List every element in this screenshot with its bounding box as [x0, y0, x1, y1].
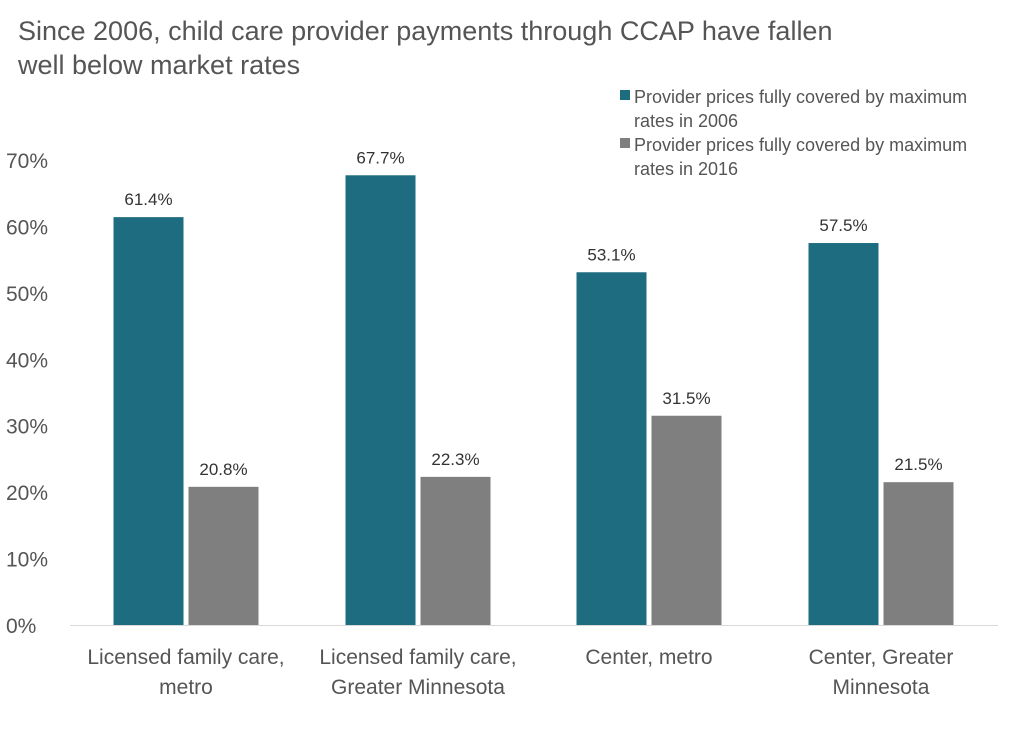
bar-series-1 — [113, 217, 184, 625]
data-label: 31.5% — [662, 389, 710, 408]
y-axis: 0% 10% 20% 30% 40% 50% 60% 70% — [6, 150, 48, 638]
data-label: 61.4% — [124, 190, 172, 209]
category-label: Minnesota — [833, 676, 930, 699]
bar-series-1 — [808, 243, 879, 626]
category-label: Center, Greater — [809, 646, 954, 669]
data-label: 22.3% — [431, 450, 479, 469]
data-label: 21.5% — [894, 455, 942, 474]
bar-series-2 — [188, 486, 259, 625]
y-tick-label: 70% — [6, 150, 48, 173]
data-label: 20.8% — [199, 460, 247, 479]
bar-series-2 — [420, 476, 491, 625]
legend-swatch — [620, 90, 630, 100]
category-label: metro — [159, 676, 213, 699]
y-tick-label: 30% — [6, 416, 48, 439]
category-label: Licensed family care, — [319, 646, 516, 669]
y-tick-label: 10% — [6, 549, 48, 572]
data-label: 67.7% — [356, 148, 404, 167]
bar-series-1 — [576, 272, 647, 625]
bars: 61.4% 67.7% 53.1% 57.5% 20.8% 22.3% 31.5% 21.5% — [113, 148, 954, 626]
legend: Provider prices fully covered by maximum… — [620, 87, 967, 179]
legend-swatch — [620, 138, 630, 148]
bar-series-2 — [883, 482, 954, 625]
legend-label: rates in 2016 — [634, 159, 738, 179]
legend-label: Provider prices fully covered by maximum — [634, 135, 967, 155]
chart-title: Since 2006, child care provider payments… — [18, 16, 833, 80]
bar-series-2 — [651, 415, 722, 625]
category-label: Licensed family care, — [87, 646, 284, 669]
bar-series-1 — [345, 175, 416, 625]
data-label: 53.1% — [587, 245, 635, 264]
y-tick-label: 0% — [6, 615, 36, 638]
data-label: 57.5% — [819, 216, 867, 235]
legend-label: rates in 2006 — [634, 111, 738, 131]
y-tick-label: 20% — [6, 482, 48, 505]
y-tick-label: 60% — [6, 216, 48, 239]
category-label: Center, metro — [585, 646, 712, 669]
x-axis: Licensed family care, metro Licensed famil… — [70, 625, 998, 699]
y-tick-label: 40% — [6, 349, 48, 372]
y-tick-label: 50% — [6, 283, 48, 306]
legend-label: Provider prices fully covered by maximum — [634, 87, 967, 107]
category-label: Greater Minnesota — [331, 676, 505, 699]
